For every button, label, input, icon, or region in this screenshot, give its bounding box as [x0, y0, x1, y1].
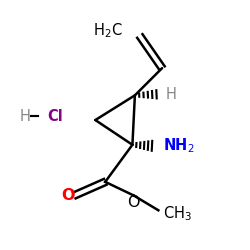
Text: H: H	[166, 86, 177, 102]
Text: O: O	[62, 188, 75, 203]
Text: H: H	[20, 109, 30, 124]
Text: Cl: Cl	[47, 109, 63, 124]
Text: O: O	[128, 196, 140, 210]
Text: NH$_2$: NH$_2$	[163, 137, 195, 155]
Text: CH$_3$: CH$_3$	[163, 205, 192, 223]
Text: H$_2$C: H$_2$C	[93, 22, 122, 40]
